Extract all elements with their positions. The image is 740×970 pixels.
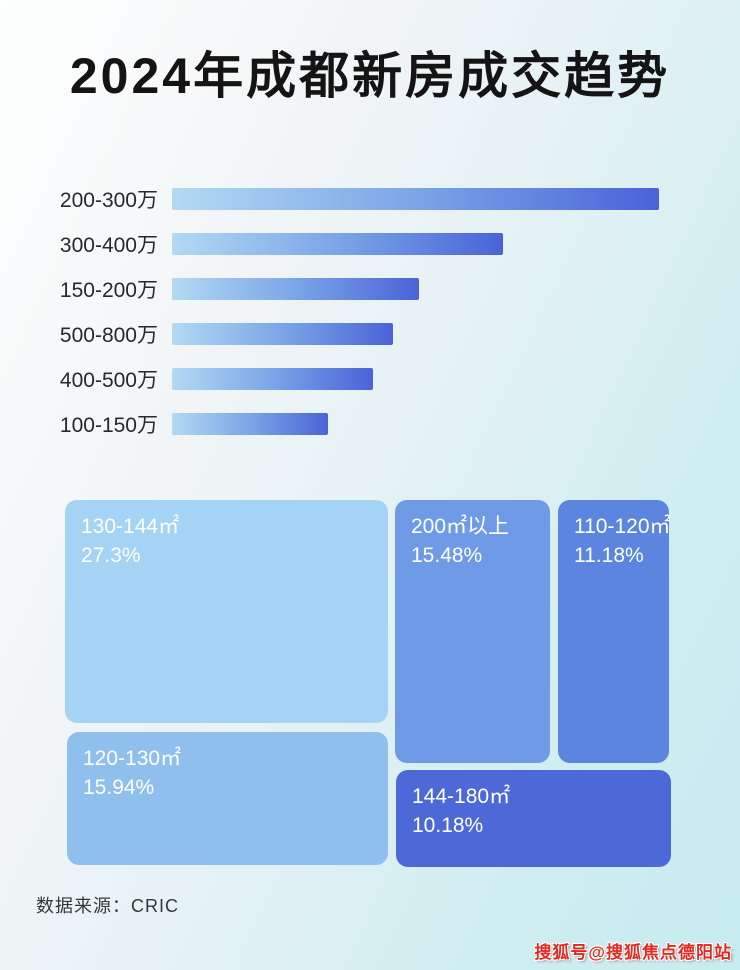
- treemap-block-label: 130-144㎡: [81, 515, 180, 538]
- bar-row: 400-500万: [36, 368, 704, 392]
- page-title: 2024年成都新房成交趋势: [69, 48, 671, 104]
- bar-category-label: 150-200万: [59, 279, 158, 302]
- treemap-block-label: 200㎡以上: [411, 515, 510, 538]
- treemap-block-value: 15.94%: [83, 776, 155, 799]
- bar-300-400: [172, 233, 503, 255]
- watermark-text: 搜狐号@搜狐焦点德阳站: [534, 943, 732, 962]
- price-range-bar-chart: 200-300万 300-400万 150-200万 500-800万 400-…: [36, 188, 704, 458]
- bar-row: 100-150万: [36, 413, 704, 437]
- treemap-block-value: 10.18%: [412, 814, 484, 837]
- bar-category-label: 400-500万: [59, 369, 158, 392]
- bar-row: 200-300万: [36, 188, 704, 212]
- treemap-block-label: 120-130㎡: [83, 747, 182, 770]
- treemap-block-value: 11.18%: [574, 544, 644, 567]
- treemap-block-144-180: 144-180㎡ 10.18%: [396, 770, 671, 867]
- bar-category-label: 300-400万: [59, 234, 158, 257]
- bar-200-300: [172, 188, 659, 210]
- bar-category-label: 200-300万: [59, 189, 158, 212]
- data-source-note: 数据来源：CRIC: [36, 896, 179, 916]
- treemap-block-110-120: 110-120㎡ 11.18%: [558, 500, 671, 763]
- treemap-block-label: 144-180㎡: [412, 785, 511, 808]
- bar-row: 150-200万: [36, 278, 704, 302]
- treemap-block-120-130: 120-130㎡ 15.94%: [67, 732, 388, 865]
- treemap-block-value: 27.3%: [81, 544, 141, 567]
- treemap-block-value: 15.48%: [411, 544, 483, 567]
- bar-100-150: [172, 413, 328, 435]
- treemap-block-label: 110-120㎡: [574, 515, 671, 538]
- bar-150-200: [172, 278, 419, 300]
- bar-400-500: [172, 368, 373, 390]
- area-share-treemap: 130-144㎡ 27.3% 200㎡以上 15.48% 110-120㎡ 11…: [65, 500, 671, 867]
- bar-row: 300-400万: [36, 233, 704, 257]
- bar-category-label: 500-800万: [59, 324, 158, 347]
- bar-category-label: 100-150万: [59, 414, 158, 437]
- bar-row: 500-800万: [36, 323, 704, 347]
- treemap-block-200-plus: 200㎡以上 15.48%: [395, 500, 550, 763]
- bar-500-800: [172, 323, 393, 345]
- treemap-block-130-144: 130-144㎡ 27.3%: [65, 500, 388, 723]
